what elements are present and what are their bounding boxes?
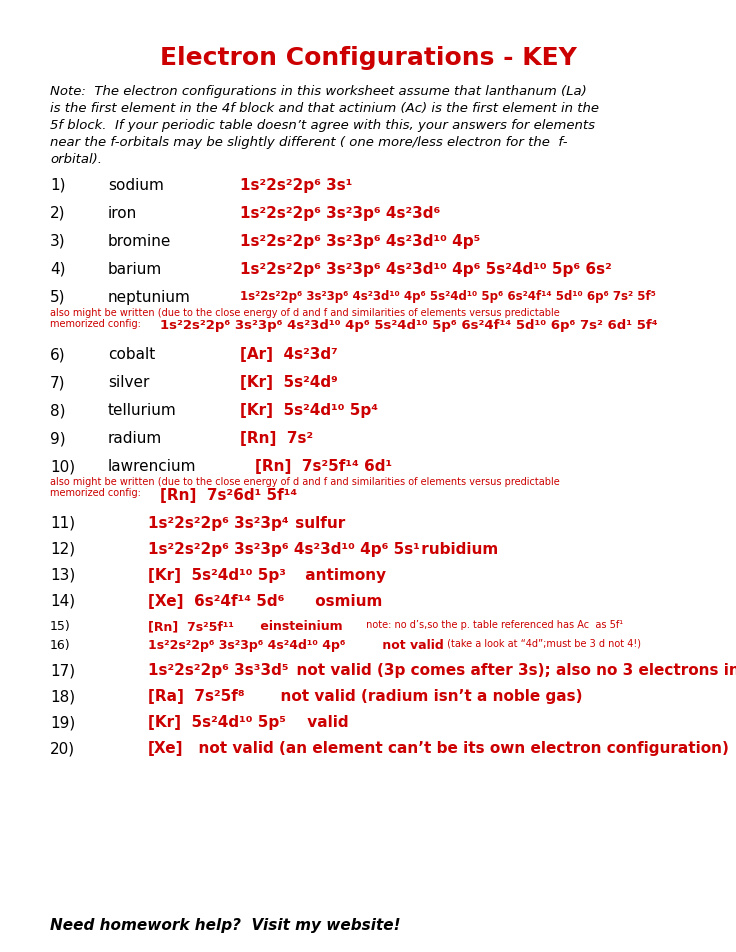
Text: [Xe]  6s²4f¹⁴ 5d⁶: [Xe] 6s²4f¹⁴ 5d⁶ xyxy=(148,594,284,609)
Text: 1s²2s²2p⁶ 3s²3p⁶ 4s²3d¹⁰ 4p⁶ 5s²4d¹⁰ 5p⁶ 6s²4f¹⁴ 5d¹⁰ 6p⁶ 7s² 6d¹ 5f⁴: 1s²2s²2p⁶ 3s²3p⁶ 4s²3d¹⁰ 4p⁶ 5s²4d¹⁰ 5p⁶… xyxy=(160,319,658,332)
Text: [Rn]  7s²: [Rn] 7s² xyxy=(240,431,313,446)
Text: [Ar]  4s²3d⁷: [Ar] 4s²3d⁷ xyxy=(240,347,338,362)
Text: memorized config:: memorized config: xyxy=(50,488,141,498)
Text: einsteinium: einsteinium xyxy=(256,620,343,633)
Text: 8): 8) xyxy=(50,403,66,418)
Text: rubidium: rubidium xyxy=(416,542,498,557)
Text: Note:  The electron configurations in this worksheet assume that lanthanum (La): Note: The electron configurations in thi… xyxy=(50,85,587,98)
Text: lawrencium: lawrencium xyxy=(108,459,197,474)
Text: valid: valid xyxy=(302,715,349,730)
Text: Electron Configurations - KEY: Electron Configurations - KEY xyxy=(160,46,576,70)
Text: not valid (an element can’t be its own electron configuration): not valid (an element can’t be its own e… xyxy=(188,741,729,756)
Text: 4): 4) xyxy=(50,262,66,277)
Text: 1s²2s²2p⁶ 3s¹: 1s²2s²2p⁶ 3s¹ xyxy=(240,178,353,193)
Text: 1s²2s²2p⁶ 3s²3p⁶ 4s²3d⁶: 1s²2s²2p⁶ 3s²3p⁶ 4s²3d⁶ xyxy=(240,206,440,221)
Text: 1s²2s²2p⁶ 3s²3p⁶ 4s²3d¹⁰ 4p⁶ 5s²4d¹⁰ 5p⁶ 6s²4f¹⁴ 5d¹⁰ 6p⁶ 7s² 5f⁵: 1s²2s²2p⁶ 3s²3p⁶ 4s²3d¹⁰ 4p⁶ 5s²4d¹⁰ 5p⁶… xyxy=(240,290,656,303)
Text: 5): 5) xyxy=(50,290,66,305)
Text: 1s²2s²2p⁶ 3s²3p⁶ 4s²4d¹⁰ 4p⁶: 1s²2s²2p⁶ 3s²3p⁶ 4s²4d¹⁰ 4p⁶ xyxy=(148,639,345,652)
Text: [Kr]  5s²4d¹⁰ 5p⁴: [Kr] 5s²4d¹⁰ 5p⁴ xyxy=(240,403,378,418)
Text: also might be written (due to the close energy of d and f and similarities of el: also might be written (due to the close … xyxy=(50,477,560,487)
Text: 3): 3) xyxy=(50,234,66,249)
Text: sodium: sodium xyxy=(108,178,164,193)
Text: 6): 6) xyxy=(50,347,66,362)
Text: tellurium: tellurium xyxy=(108,403,177,418)
Text: 1s²2s²2p⁶ 3s²3p⁶ 4s²3d¹⁰ 4p⁶ 5s¹: 1s²2s²2p⁶ 3s²3p⁶ 4s²3d¹⁰ 4p⁶ 5s¹ xyxy=(148,542,420,557)
Text: radium: radium xyxy=(108,431,162,446)
Text: 10): 10) xyxy=(50,459,75,474)
Text: 11): 11) xyxy=(50,516,75,531)
Text: 19): 19) xyxy=(50,715,75,730)
Text: iron: iron xyxy=(108,206,137,221)
Text: 1s²2s²2p⁶ 3s²3p⁴: 1s²2s²2p⁶ 3s²3p⁴ xyxy=(148,516,289,531)
Text: [Rn]  7s²6d¹ 5f¹⁴: [Rn] 7s²6d¹ 5f¹⁴ xyxy=(160,488,297,503)
Text: near the f-orbitals may be slightly different ( one more/less electron for the  : near the f-orbitals may be slightly diff… xyxy=(50,136,567,149)
Text: 16): 16) xyxy=(50,639,71,652)
Text: 18): 18) xyxy=(50,689,75,704)
Text: cobalt: cobalt xyxy=(108,347,155,362)
Text: 7): 7) xyxy=(50,375,66,390)
Text: osmium: osmium xyxy=(310,594,383,609)
Text: 20): 20) xyxy=(50,741,75,756)
Text: sulfur: sulfur xyxy=(290,516,345,531)
Text: not valid: not valid xyxy=(378,639,444,652)
Text: 13): 13) xyxy=(50,568,75,583)
Text: 5f block.  If your periodic table doesn’t agree with this, your answers for elem: 5f block. If your periodic table doesn’t… xyxy=(50,119,595,132)
Text: 17): 17) xyxy=(50,663,75,678)
Text: silver: silver xyxy=(108,375,149,390)
Text: bromine: bromine xyxy=(108,234,171,249)
Text: [Kr]  5s²4d¹⁰ 5p⁵: [Kr] 5s²4d¹⁰ 5p⁵ xyxy=(148,715,286,730)
Text: not valid (radium isn’t a noble gas): not valid (radium isn’t a noble gas) xyxy=(270,689,582,704)
Text: note: no d’s,so the p. table referenced has Ac  as 5f¹: note: no d’s,so the p. table referenced … xyxy=(363,620,623,630)
Text: [Rn]  7s²5f¹⁴ 6d¹: [Rn] 7s²5f¹⁴ 6d¹ xyxy=(255,459,392,474)
Text: 2): 2) xyxy=(50,206,66,221)
Text: 1s²2s²2p⁶ 3s³3d⁵: 1s²2s²2p⁶ 3s³3d⁵ xyxy=(148,663,289,678)
Text: [Kr]  5s²4d⁹: [Kr] 5s²4d⁹ xyxy=(240,375,338,390)
Text: memorized config:: memorized config: xyxy=(50,319,141,329)
Text: [Kr]  5s²4d¹⁰ 5p³: [Kr] 5s²4d¹⁰ 5p³ xyxy=(148,568,286,583)
Text: antimony: antimony xyxy=(300,568,386,583)
Text: 1s²2s²2p⁶ 3s²3p⁶ 4s²3d¹⁰ 4p⁶ 5s²4d¹⁰ 5p⁶ 6s²: 1s²2s²2p⁶ 3s²3p⁶ 4s²3d¹⁰ 4p⁶ 5s²4d¹⁰ 5p⁶… xyxy=(240,262,612,277)
Text: Need homework help?  Visit my website!: Need homework help? Visit my website! xyxy=(50,918,400,933)
Text: (take a look at “4d”;must be 3 d not 4!): (take a look at “4d”;must be 3 d not 4!) xyxy=(444,639,641,649)
Text: 1): 1) xyxy=(50,178,66,193)
Text: 1s²2s²2p⁶ 3s²3p⁶ 4s²3d¹⁰ 4p⁵: 1s²2s²2p⁶ 3s²3p⁶ 4s²3d¹⁰ 4p⁵ xyxy=(240,234,481,249)
Text: not valid (3p comes after 3s); also no 3 electrons in S: not valid (3p comes after 3s); also no 3… xyxy=(286,663,736,678)
Text: also might be written (due to the close energy of d and f and similarities of el: also might be written (due to the close … xyxy=(50,308,560,318)
Text: [Xe]: [Xe] xyxy=(148,741,183,756)
Text: [Ra]  7s²5f⁸: [Ra] 7s²5f⁸ xyxy=(148,689,244,704)
Text: 14): 14) xyxy=(50,594,75,609)
Text: barium: barium xyxy=(108,262,162,277)
Text: 12): 12) xyxy=(50,542,75,557)
Text: 15): 15) xyxy=(50,620,71,633)
Text: 9): 9) xyxy=(50,431,66,446)
Text: is the first element in the 4f block and that actinium (Ac) is the first element: is the first element in the 4f block and… xyxy=(50,102,599,115)
Text: orbital).: orbital). xyxy=(50,153,102,166)
Text: neptunium: neptunium xyxy=(108,290,191,305)
Text: [Rn]  7s²5f¹¹: [Rn] 7s²5f¹¹ xyxy=(148,620,234,633)
